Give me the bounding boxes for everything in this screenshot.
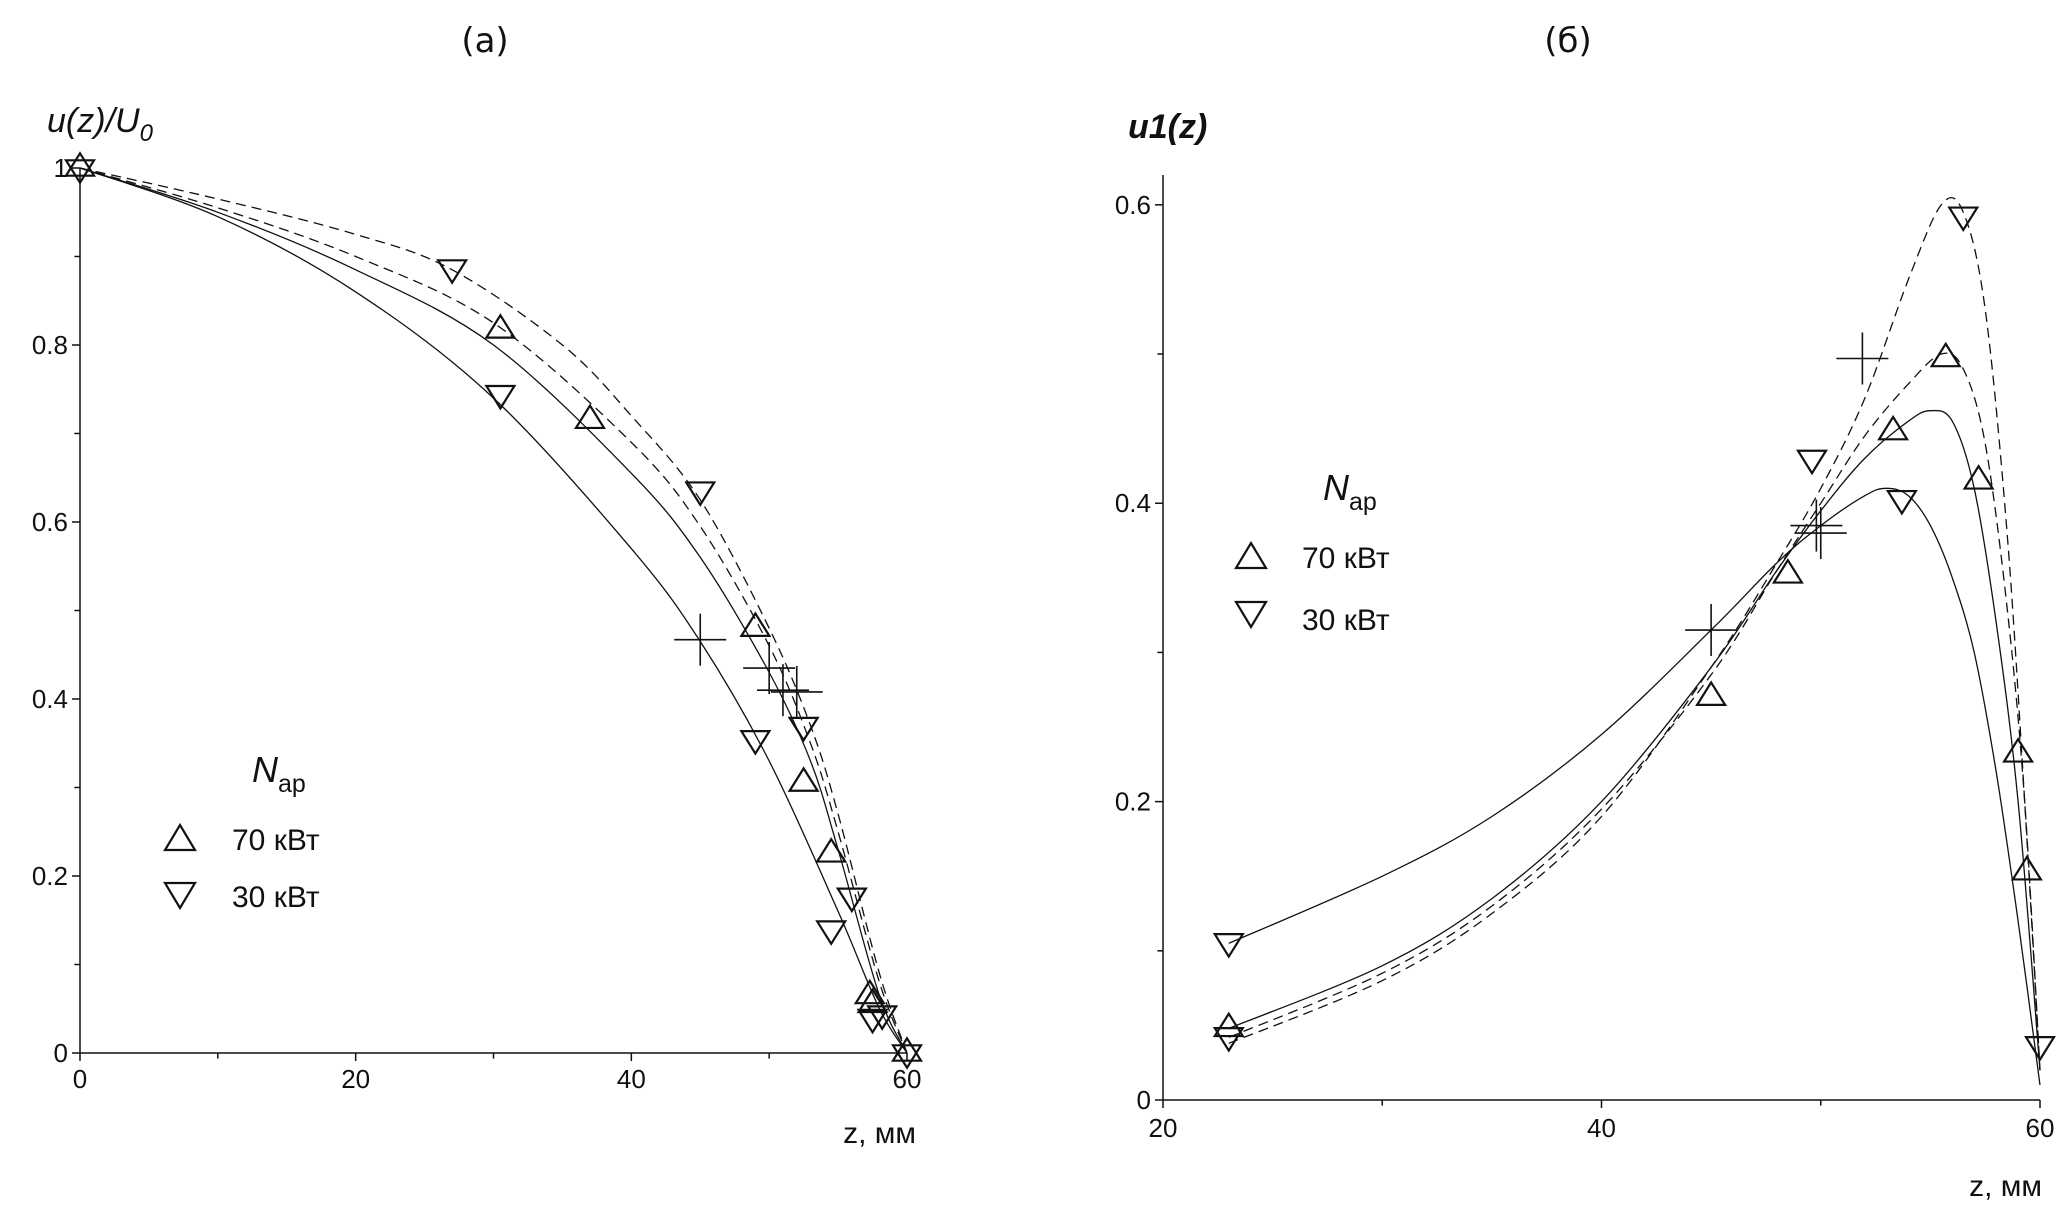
series-line-2 (1228, 409, 2041, 1071)
series-line-1 (79, 167, 908, 1054)
panel-b-xlabel: z, мм (1969, 1170, 2042, 1203)
point-70kW (1877, 414, 1910, 441)
series-line-4 (1228, 197, 2041, 1071)
y-tick-label: 0 (54, 1038, 68, 1068)
point-30kW (739, 730, 772, 756)
series-line-1 (1228, 487, 2041, 1086)
point-70kW (815, 837, 848, 863)
point-70kW (1771, 558, 1804, 584)
panel-a-xlabel: z, мм (843, 1117, 916, 1150)
point-30kW (866, 1005, 899, 1031)
y-tick-label: 0.2 (1115, 787, 1151, 817)
y-tick-label: 0 (1137, 1085, 1151, 1115)
series-line-3 (1228, 352, 2041, 1071)
panel-b-curves (1228, 197, 2041, 1086)
point-30kW (436, 259, 469, 285)
point-30kW (787, 716, 820, 743)
point-30kW (2024, 1036, 2056, 1062)
panel-b-legend-entry-30: 30 кВт (1302, 604, 1390, 637)
point-70kW (891, 1036, 923, 1062)
point-30kW (891, 1044, 923, 1070)
panel-a-legend-title: Nар (252, 749, 306, 798)
point-70kW (739, 611, 772, 637)
y-tick-label: 1 (54, 153, 68, 183)
point-70kW (2002, 737, 2035, 763)
point-70kW (2010, 854, 2043, 881)
panel-a-ylabel-main: u(z)/U (47, 102, 140, 140)
point-70kW (1929, 341, 1962, 368)
series-line-2 (79, 167, 908, 1054)
panel-b-markers (1212, 206, 2056, 1062)
panel-b-label: (б) (1544, 21, 1592, 61)
panel-b-ylabel-main: u1(z) (1128, 108, 1207, 146)
panel-a: (а) u(z)/U0 z, мм 0 20 40 6000.20.40.60.81 … (32, 21, 923, 1150)
y-tick-label: 0.2 (32, 861, 68, 891)
point-70kW (853, 978, 886, 1005)
point-70kW (573, 403, 606, 430)
panel-b-legend: Nар 70 кВт 30 кВт (1234, 467, 1390, 637)
x-tick-label: 40 (617, 1064, 646, 1094)
point-30kW (64, 159, 96, 185)
cross-marker (674, 613, 727, 666)
x-tick-label: 60 (2026, 1113, 2055, 1143)
point-70kW (1962, 464, 1995, 490)
panel-b-axes: 20 40 60 0 0.2 0.4 0.6 (1115, 175, 2055, 1143)
panel-b-legend-title: Nар (1323, 467, 1377, 516)
series-line-4 (79, 167, 908, 1054)
panel-a-markers (64, 151, 923, 1070)
cross-marker (743, 642, 796, 695)
point-70kW (484, 313, 517, 339)
point-70kW (1212, 1011, 1245, 1038)
panel-b-legend-entry-70: 70 кВт (1302, 542, 1390, 575)
point-30kW (1885, 489, 1918, 516)
point-70kW (64, 151, 96, 177)
legend-triangle-down-icon (1234, 600, 1268, 630)
x-tick-label: 20 (1149, 1113, 1178, 1143)
point-70kW (787, 766, 820, 792)
y-tick-label: 0.6 (1115, 190, 1151, 220)
x-tick-label: 0 (73, 1064, 87, 1094)
point-30kW (835, 887, 868, 914)
series-line-3 (79, 167, 908, 1054)
y-tick-label: 0.4 (1115, 488, 1151, 518)
x-tick-label: 40 (1587, 1113, 1616, 1143)
panel-b-ylabel: u1(z) (1128, 108, 1207, 146)
panel-a-legend-entry-70: 70 кВт (232, 824, 320, 857)
legend-triangle-up-icon (1234, 540, 1268, 570)
panel-a-ylabel-sub: 0 (140, 120, 154, 147)
panel-a-label: (а) (461, 21, 508, 61)
point-30kW (815, 920, 848, 946)
y-tick-label: 0.6 (32, 507, 68, 537)
point-30kW (1212, 933, 1245, 959)
legend-triangle-down-icon (163, 881, 197, 911)
panel-b: (б) u1(z) z, мм 20 40 60 0 0.2 0.4 0.6 Nар 70 … (1115, 21, 2056, 1203)
point-30kW (1795, 449, 1828, 476)
cross-marker (1836, 332, 1889, 385)
point-30kW (484, 384, 517, 411)
panel-a-legend-entry-30: 30 кВт (232, 881, 320, 914)
point-30kW (684, 481, 717, 507)
panel-a-legend: Nар 70 кВт 30 кВт (163, 749, 320, 914)
cross-marker (1794, 507, 1847, 560)
cross-marker (770, 665, 823, 718)
cross-marker (1790, 499, 1843, 552)
panel-a-curves (79, 167, 908, 1054)
point-30kW (1212, 1027, 1245, 1053)
cross-marker (756, 664, 809, 717)
point-70kW (1695, 680, 1728, 706)
y-tick-label: 0.4 (32, 684, 68, 714)
point-30kW (1947, 206, 1980, 233)
point-30kW (856, 1008, 889, 1035)
cross-marker (1685, 604, 1738, 657)
y-tick-label: 0.8 (32, 330, 68, 360)
panel-a-ylabel: u(z)/U0 (47, 102, 154, 147)
x-tick-label: 20 (341, 1064, 370, 1094)
legend-triangle-up-icon (163, 822, 197, 852)
